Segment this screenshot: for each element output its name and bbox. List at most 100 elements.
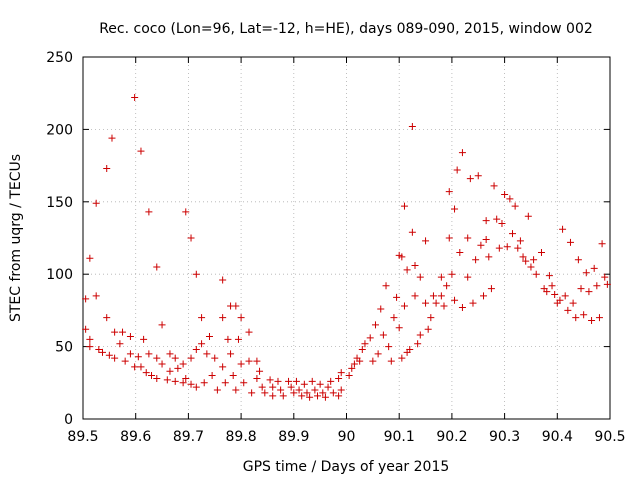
data-point <box>174 364 182 372</box>
data-point <box>427 314 435 322</box>
data-point <box>474 172 482 180</box>
data-point <box>111 354 119 362</box>
data-point <box>577 285 585 293</box>
data-point <box>451 205 459 213</box>
data-point <box>82 295 90 303</box>
data-point <box>121 357 129 365</box>
data-point <box>245 357 253 365</box>
data-point <box>248 389 256 397</box>
data-point <box>108 134 116 142</box>
data-point <box>232 302 240 310</box>
data-point <box>314 392 322 400</box>
data-point <box>559 225 567 233</box>
data-point <box>285 377 293 385</box>
data-point <box>98 348 106 356</box>
data-point <box>86 343 94 351</box>
data-point <box>148 372 156 380</box>
data-point <box>440 302 448 310</box>
data-point <box>593 282 601 290</box>
y-tick-label: 50 <box>55 340 73 356</box>
data-point <box>279 392 287 400</box>
y-tick-label: 200 <box>46 122 73 138</box>
data-point <box>298 392 306 400</box>
data-point <box>495 244 503 252</box>
data-point <box>237 314 245 322</box>
data-point <box>219 363 227 371</box>
axis-ticks: 89.5 89.6 89.7 89.8 89.9 90 90.1 90.2 90.3 90.4 90… <box>46 50 625 445</box>
data-point <box>458 149 466 157</box>
data-point <box>269 392 277 400</box>
data-point <box>321 393 329 401</box>
data-point <box>232 386 240 394</box>
data-point <box>137 363 145 371</box>
data-point <box>86 335 94 343</box>
data-point <box>411 292 419 300</box>
data-point <box>458 304 466 312</box>
data-point <box>245 328 253 336</box>
data-point <box>219 314 227 322</box>
data-point <box>182 208 190 216</box>
data-point <box>598 240 606 248</box>
data-point <box>126 332 134 340</box>
data-point <box>290 389 298 397</box>
x-tick-label: 89.8 <box>226 429 257 445</box>
data-point <box>237 360 245 368</box>
data-point <box>590 264 598 272</box>
data-point <box>316 380 324 388</box>
data-point <box>501 191 509 199</box>
data-point <box>482 217 490 225</box>
data-point <box>445 188 453 196</box>
x-tick-label: 89.9 <box>278 429 309 445</box>
data-point <box>366 334 374 342</box>
data-point <box>566 238 574 246</box>
data-point <box>469 299 477 307</box>
data-point <box>509 230 517 238</box>
data-point <box>92 199 100 207</box>
data-point <box>601 273 609 281</box>
data-point <box>548 282 556 290</box>
data-point <box>385 343 393 351</box>
data-point <box>361 340 369 348</box>
data-points <box>82 94 611 401</box>
data-point <box>253 357 261 365</box>
data-point <box>208 372 216 380</box>
data-point <box>464 273 472 281</box>
data-point <box>324 383 332 391</box>
data-point <box>335 374 343 382</box>
data-point <box>545 272 553 280</box>
data-point <box>424 325 432 333</box>
data-point <box>345 372 353 380</box>
data-point <box>585 288 593 296</box>
data-point <box>400 202 408 210</box>
data-point <box>511 202 519 210</box>
data-point <box>437 273 445 281</box>
data-point <box>580 311 588 319</box>
data-point <box>277 386 285 394</box>
data-point <box>537 248 545 256</box>
data-point <box>171 377 179 385</box>
data-point <box>422 299 430 307</box>
data-point <box>329 389 337 397</box>
data-point <box>229 372 237 380</box>
data-point <box>490 182 498 190</box>
data-point <box>482 235 490 243</box>
y-tick-label: 100 <box>46 267 73 283</box>
data-point <box>308 377 316 385</box>
data-point <box>522 257 530 265</box>
data-point <box>519 253 527 261</box>
data-point <box>408 228 416 236</box>
data-point <box>116 340 124 348</box>
data-point <box>348 364 356 372</box>
data-point <box>292 377 300 385</box>
data-point <box>477 241 485 249</box>
data-point <box>163 376 171 384</box>
data-point <box>145 208 153 216</box>
data-point <box>493 215 501 223</box>
data-point <box>498 220 506 228</box>
data-point <box>356 357 364 365</box>
data-point <box>377 305 385 313</box>
data-point <box>171 354 179 362</box>
data-point <box>582 269 590 277</box>
